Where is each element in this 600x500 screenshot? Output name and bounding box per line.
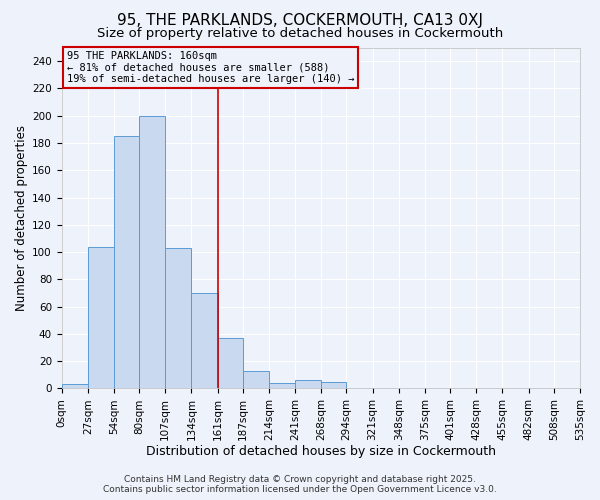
Bar	[269, 383, 295, 388]
Text: Contains HM Land Registry data © Crown copyright and database right 2025.
Contai: Contains HM Land Registry data © Crown c…	[103, 474, 497, 494]
Bar	[114, 136, 139, 388]
Bar	[166, 248, 191, 388]
Bar	[295, 380, 322, 388]
Bar	[322, 382, 346, 388]
Text: Size of property relative to detached houses in Cockermouth: Size of property relative to detached ho…	[97, 28, 503, 40]
Bar	[218, 338, 243, 388]
Text: 95 THE PARKLANDS: 160sqm
← 81% of detached houses are smaller (588)
19% of semi-: 95 THE PARKLANDS: 160sqm ← 81% of detach…	[67, 51, 355, 84]
Bar	[191, 293, 218, 388]
Y-axis label: Number of detached properties: Number of detached properties	[15, 125, 28, 311]
Bar	[139, 116, 166, 388]
Bar	[88, 246, 114, 388]
Bar	[62, 384, 88, 388]
Bar	[243, 371, 269, 388]
Text: 95, THE PARKLANDS, COCKERMOUTH, CA13 0XJ: 95, THE PARKLANDS, COCKERMOUTH, CA13 0XJ	[117, 12, 483, 28]
X-axis label: Distribution of detached houses by size in Cockermouth: Distribution of detached houses by size …	[146, 444, 496, 458]
